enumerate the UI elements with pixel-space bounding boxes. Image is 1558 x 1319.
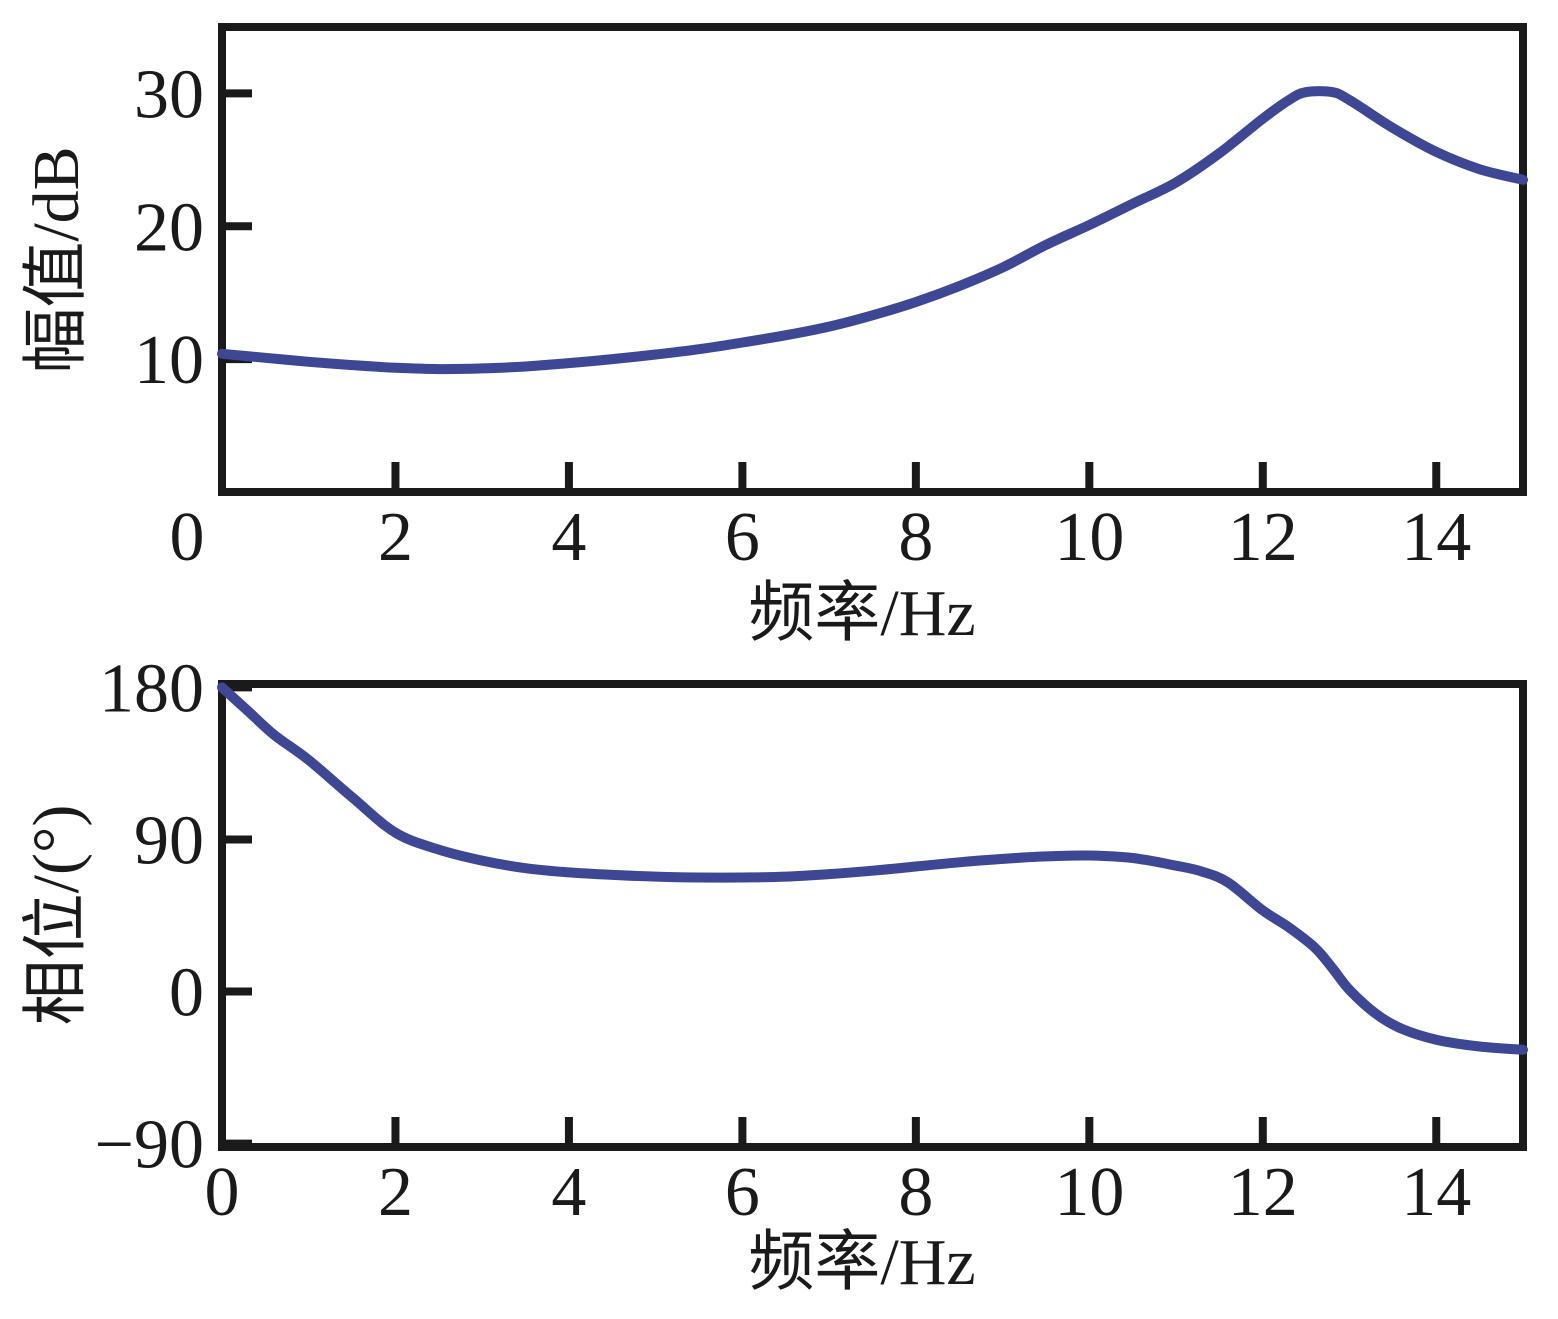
magnitude-x-tick-label: 8	[898, 499, 933, 576]
magnitude-y-tick-label: 20	[134, 189, 204, 266]
phase-x-tick-label: 4	[551, 1154, 586, 1231]
magnitude-x-axis-label: 频率/Hz	[748, 577, 976, 650]
magnitude-x-tick-label: 0	[170, 499, 205, 576]
magnitude-axes-frame	[218, 23, 1527, 496]
magnitude-curve	[217, 86, 1528, 375]
phase-y-axis-label: 相位/(°)	[20, 804, 93, 1026]
phase-x-tick-label: 10	[1054, 1154, 1124, 1231]
phase-x-tick-label: 14	[1401, 1154, 1471, 1231]
magnitude-x-tick-label: 2	[378, 499, 413, 576]
phase-x-axis-label: 频率/Hz	[748, 1226, 976, 1299]
phase-y-tick-label: 0	[169, 955, 204, 1032]
phase-axes-frame	[218, 680, 1527, 1151]
magnitude-x-tick-label: 4	[551, 499, 586, 576]
phase-curve	[217, 682, 1528, 1055]
phase-y-tick-label: −90	[95, 1107, 204, 1184]
phase-x-tick-label: 6	[725, 1154, 760, 1231]
phase-y-tick-label: 90	[134, 802, 204, 879]
phase-x-tick-label: 12	[1228, 1154, 1298, 1231]
magnitude-x-tick-label: 12	[1228, 499, 1298, 576]
magnitude-x-tick-label: 6	[725, 499, 760, 576]
phase-y-tick-label: 180	[99, 650, 204, 727]
magnitude-y-tick-label: 10	[134, 322, 204, 399]
phase-x-tick-label: 2	[378, 1154, 413, 1231]
magnitude-x-tick-label: 10	[1054, 499, 1124, 576]
phase-x-tick-label: 0	[205, 1154, 240, 1231]
phase-x-tick-label: 8	[898, 1154, 933, 1231]
magnitude-x-tick-label: 14	[1401, 499, 1471, 576]
magnitude-y-axis-label: 幅值/dB	[20, 146, 93, 374]
magnitude-y-tick-label: 30	[134, 56, 204, 133]
